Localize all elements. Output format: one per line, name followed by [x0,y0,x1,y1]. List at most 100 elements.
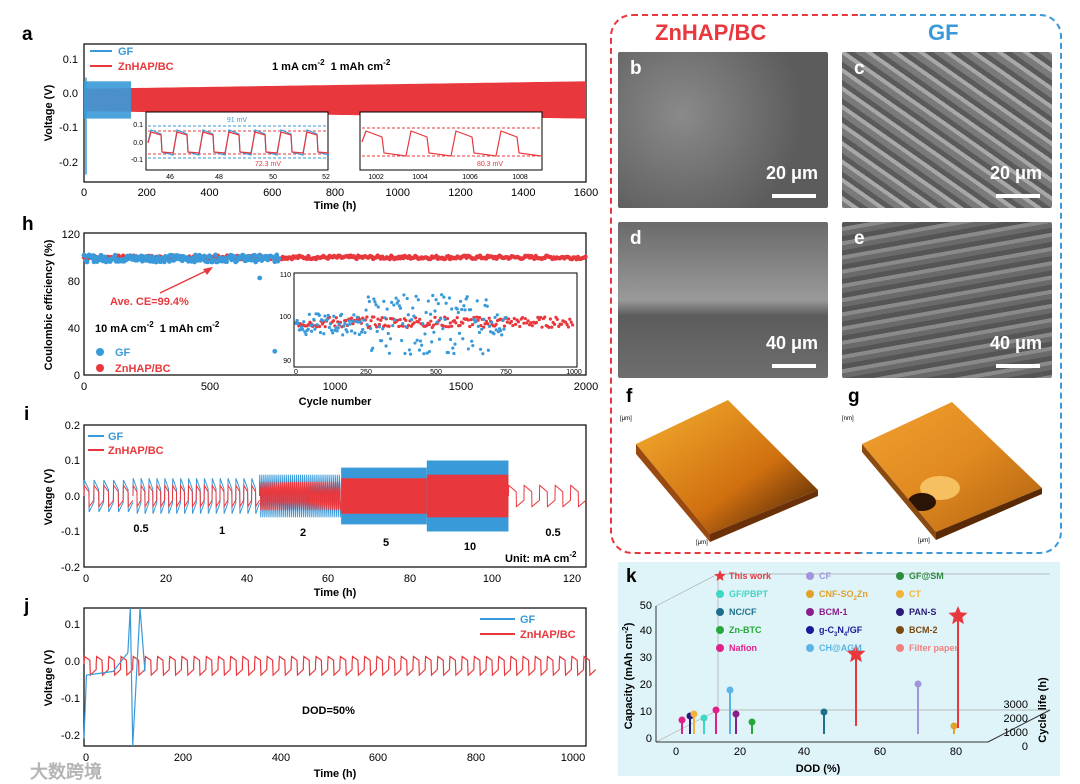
inset-gf-point [391,324,395,328]
svg-text:Voltage (V): Voltage (V) [43,649,55,706]
inset-gf-point [430,340,434,344]
svg-text:60: 60 [322,573,334,585]
inset-gf-point [416,298,420,302]
inset-gf-point [423,332,427,336]
h-legend-znhap: ZnHAP/BC [115,363,171,375]
svg-text:80: 80 [404,573,416,585]
panel-k-bg [618,562,1060,776]
inset-znhap-point [450,324,454,328]
gf-ce-point [255,257,261,263]
inset-gf-point [402,293,406,297]
legend-entry: CNF-SO2Zn [819,589,868,602]
inset-znhap-point [512,316,516,321]
inset-gf-point [485,304,489,308]
svg-text:1006: 1006 [462,174,478,181]
inset-gf-point [388,337,393,341]
inset-gf-point [474,319,478,323]
panel-h-label: h [22,214,34,235]
inset-znhap-point [566,325,571,329]
inset-gf-point [478,347,483,351]
inset-gf-point [403,351,407,356]
inset-znhap-point [552,322,557,326]
header-gf: GF [928,20,959,45]
svg-text:0: 0 [646,733,652,745]
rate-label: 5 [383,537,389,549]
gf-ce-point [276,256,282,262]
inset-gf-point [358,320,363,324]
inset-znhap-point [375,325,379,329]
svg-text:DOD (%): DOD (%) [796,763,841,775]
znhap-dod-curve [83,655,597,677]
rate-label: 0.5 [133,523,148,535]
inset-znhap-point [334,316,338,320]
inset-gf-point [418,339,423,343]
znhap-ce-point [583,254,588,259]
h-ylabel: Coulombic efficiency (%) [43,239,55,370]
svg-text:0: 0 [83,752,89,764]
inset-gf-point [400,338,404,343]
rate-label: 0.5 [545,527,560,539]
inset-gf-point [482,317,486,321]
inset-gf-point [453,342,457,346]
inset-znhap-point [466,318,470,322]
inset-gf-point [440,293,444,297]
gf-ce-point [272,348,278,354]
inset-gf-point [446,350,450,355]
inset-znhap-point [395,318,400,322]
legend-star [714,570,726,581]
inset-gf-point [457,331,462,335]
inset-gf-point [424,310,428,315]
legend-marker [806,644,814,652]
svg-text:48: 48 [215,174,223,181]
k-comparison-point [732,710,740,718]
inset-gf-point [407,348,412,352]
inset-gf-point [465,295,469,299]
inset-znhap-point [565,322,569,327]
legend-entry: NC/CF [729,607,757,617]
inset-gf-point [494,328,498,332]
inset-znhap-point [484,319,489,323]
svg-text:20: 20 [734,746,746,758]
a-xlabel: Time (h) [314,200,357,212]
inset-gf-point [376,305,380,309]
inset-gf-point [413,341,417,345]
legend-entry: GF@SM [909,571,944,581]
inset-znhap-point [470,322,475,327]
inset-gf-point [472,317,476,322]
a-xtick: 600 [263,187,281,199]
inset-gf-point [401,322,405,326]
inset-gf-point [417,348,422,352]
inset-gf-point [355,315,359,319]
legend-marker [716,626,724,634]
legend-entry: GF/PBPT [729,589,769,599]
inset-gf-point [329,328,334,332]
legend-entry: BCM-2 [909,625,938,635]
inset-znhap-point [406,323,411,327]
svg-text:80: 80 [950,746,962,758]
inset-gf-point [394,296,398,300]
svg-text:120: 120 [62,229,80,241]
inset-gf-point [475,299,479,303]
gf-ce-point [252,252,258,258]
inset-znhap-point [522,321,526,325]
inset-gf-point [406,313,410,317]
svg-text:1008: 1008 [512,174,528,181]
gf-ce-point [202,253,207,259]
inset-gf-point [466,347,470,351]
inset-znhap-point [502,324,507,328]
this-work-star [948,606,968,625]
inset-gf-point [443,317,447,321]
svg-text:20: 20 [640,679,652,691]
svg-text:1500: 1500 [449,381,473,393]
sem-image-b: b 20 μm [618,52,828,208]
inset-znhap-point [318,324,322,329]
inset-gf-point [339,312,344,316]
inset-gf-point [326,313,330,317]
inset-znhap-point [455,316,459,320]
legend-entry: CF [819,571,831,581]
inset-gf-point [456,310,460,315]
gf-ce-point [257,275,263,281]
inset-gf-point [331,331,335,335]
gf-ce-point [169,252,175,258]
